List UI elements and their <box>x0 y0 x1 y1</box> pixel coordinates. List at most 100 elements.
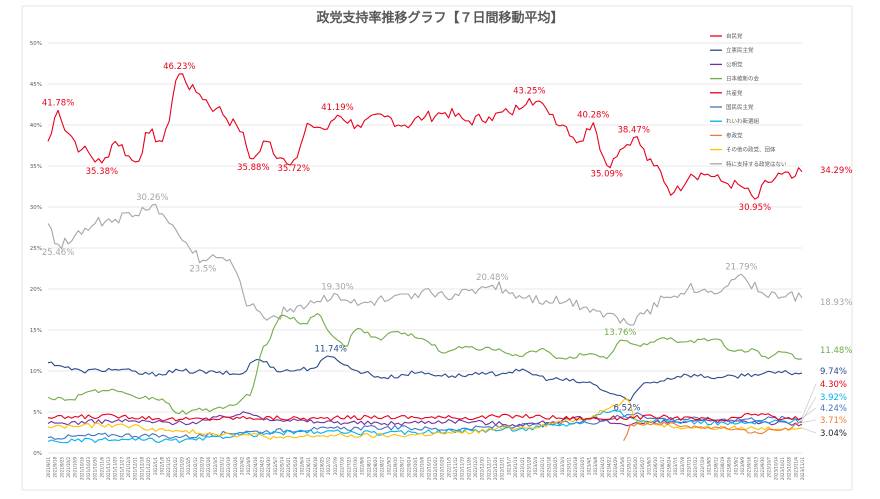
x-tick-label: 2023/7/29 <box>700 457 705 478</box>
x-tick-label: 2022/11/12 <box>453 457 458 481</box>
end-label: 3.92% <box>820 393 847 403</box>
x-tick-label: 2023/7/8 <box>680 457 685 475</box>
gridlines <box>48 42 802 454</box>
x-tick-label: 2022/5/7 <box>273 457 278 475</box>
x-tick-label: 2021/12/11 <box>133 457 138 481</box>
x-tick-label: 2022/11/5 <box>446 457 451 478</box>
x-tick-label: 2023/2/18 <box>546 457 551 478</box>
x-tick-label: 2022/1/29 <box>179 457 184 478</box>
x-tick-label: 2022/10/1 <box>413 457 418 478</box>
x-tick-label: 2023/1/7 <box>506 457 511 475</box>
x-tick-label: 2022/8/13 <box>366 457 371 478</box>
end-label: 11.48% <box>820 346 852 356</box>
x-tick-label: 2023/1/14 <box>513 457 518 478</box>
x-tick-label: 2023/9/9 <box>740 457 745 475</box>
x-tick-label: 2023/9/30 <box>760 457 765 478</box>
x-tick-label: 2022/1/1 <box>153 457 158 475</box>
x-tick-label: 2022/2/19 <box>199 457 204 478</box>
x-tick-label: 2021/11/27 <box>119 457 124 481</box>
data-label: 23.5% <box>189 264 216 274</box>
x-tick-label: 2022/3/12 <box>219 457 224 478</box>
x-tick-label: 2022/1/15 <box>166 457 171 478</box>
legend-entry: 参政党 <box>726 131 743 139</box>
x-tick-label: 2022/7/16 <box>340 457 345 478</box>
data-label: 40.28% <box>577 111 609 121</box>
x-tick-label: 2022/6/25 <box>320 457 325 478</box>
x-tick-label: 2022/6/4 <box>300 457 305 475</box>
leader-line <box>801 407 817 419</box>
x-tick-label: 2023/4/15 <box>600 457 605 478</box>
x-tick-label: 2023/10/7 <box>767 457 772 478</box>
x-tick-label: 2022/12/24 <box>493 457 498 481</box>
x-tick-label: 2021/10/16 <box>79 457 84 481</box>
x-tick-label: 2023/10/28 <box>787 457 792 481</box>
end-label: 18.93% <box>820 298 852 308</box>
x-tick-label: 2023/4/8 <box>593 457 598 475</box>
data-label: 25.46% <box>42 248 74 258</box>
end-label: 3.71% <box>820 416 847 426</box>
x-tick-label: 2022/6/18 <box>313 457 318 478</box>
x-tick-label: 2022/9/10 <box>393 457 398 478</box>
x-tick-label: 2022/7/2 <box>326 457 331 475</box>
x-axis-ticks: 2021/9/11 2021/9/18 2021/9/25 2021/10/2 2021… <box>46 457 805 481</box>
y-tick-label: 0% <box>33 451 42 457</box>
x-tick-label: 2023/3/25 <box>580 457 585 478</box>
x-tick-label: 2023/1/21 <box>520 457 525 478</box>
series-line-3 <box>47 313 803 415</box>
x-tick-label: 2023/8/5 <box>707 457 712 475</box>
y-tick-label: 20% <box>30 287 42 293</box>
x-tick-label: 2023/5/20 <box>633 457 638 478</box>
x-tick-label: 2022/12/17 <box>486 457 491 481</box>
data-label: 41.19% <box>321 103 353 113</box>
x-tick-label: 2021/9/11 <box>46 457 51 478</box>
x-tick-label: 2023/10/21 <box>780 457 785 481</box>
x-tick-label: 2023/3/4 <box>560 457 565 475</box>
x-tick-label: 2022/12/10 <box>480 457 485 481</box>
x-tick-label: 2022/10/22 <box>433 457 438 481</box>
end-label: 3.04% <box>820 429 847 439</box>
x-tick-label: 2022/4/9 <box>246 457 251 475</box>
x-tick-label: 2023/11/11 <box>800 457 805 481</box>
x-tick-label: 2022/8/20 <box>373 457 378 478</box>
end-label: 9.74% <box>820 367 847 377</box>
x-tick-label: 2023/3/18 <box>573 457 578 478</box>
x-tick-label: 2023/2/25 <box>553 457 558 478</box>
y-tick-label: 15% <box>30 328 42 334</box>
data-label: 6.52% <box>613 404 640 414</box>
x-tick-label: 2023/8/19 <box>720 457 725 478</box>
series-lines <box>47 73 803 444</box>
x-tick-label: 2021/11/20 <box>113 457 118 481</box>
x-tick-label: 2023/8/12 <box>713 457 718 478</box>
series-line-1 <box>47 355 803 402</box>
y-tick-label: 45% <box>30 82 42 88</box>
y-tick-label: 40% <box>30 123 42 129</box>
x-tick-label: 2023/5/6 <box>620 457 625 475</box>
legend-entry: 自民党 <box>726 32 743 40</box>
end-label: 4.30% <box>820 380 847 390</box>
data-label: 46.23% <box>163 62 195 72</box>
x-tick-label: 2023/7/15 <box>687 457 692 478</box>
x-tick-label: 2022/1/8 <box>159 457 164 475</box>
x-tick-label: 2022/8/27 <box>380 457 385 478</box>
x-tick-label: 2023/11/4 <box>793 457 798 478</box>
x-tick-label: 2023/5/27 <box>640 457 645 478</box>
legend-entry: 公明党 <box>726 60 743 68</box>
y-tick-label: 30% <box>30 205 42 211</box>
x-tick-label: 2021/11/13 <box>106 457 111 481</box>
x-tick-label: 2022/1/22 <box>173 457 178 478</box>
legend-entry: 共産党 <box>726 89 743 97</box>
data-label: 20.48% <box>476 273 508 283</box>
data-label: 30.26% <box>136 193 168 203</box>
x-tick-label: 2021/10/9 <box>73 457 78 478</box>
x-tick-label: 2023/4/29 <box>613 457 618 478</box>
x-tick-label: 2023/9/16 <box>747 457 752 478</box>
data-label: 38.47% <box>617 126 649 136</box>
legend-entry: 国民民主党 <box>726 103 754 111</box>
x-tick-label: 2022/3/26 <box>233 457 238 478</box>
end-label: 4.24% <box>820 404 847 414</box>
x-tick-label: 2023/8/26 <box>727 457 732 478</box>
x-tick-label: 2023/2/4 <box>533 457 538 475</box>
